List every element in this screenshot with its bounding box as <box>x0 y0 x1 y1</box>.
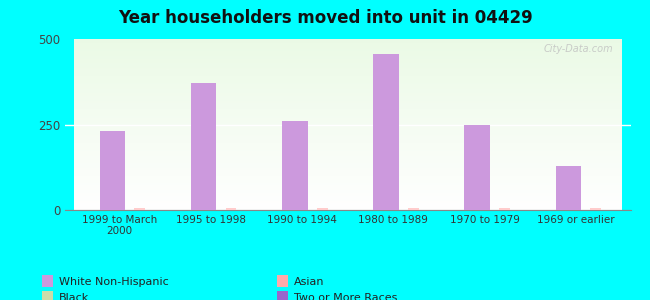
Text: City-Data.com: City-Data.com <box>544 44 614 54</box>
Bar <box>465 125 490 210</box>
Bar <box>99 131 125 210</box>
Bar <box>408 208 419 210</box>
Bar <box>590 208 601 210</box>
Legend: White Non-Hispanic, Black, American Indian and Alaska Native, Asian, Two or More: White Non-Hispanic, Black, American Indi… <box>42 275 397 300</box>
Text: Year householders moved into unit in 04429: Year householders moved into unit in 044… <box>118 9 532 27</box>
Bar <box>556 166 581 210</box>
Bar <box>317 208 328 210</box>
Bar <box>135 208 145 210</box>
Bar <box>373 54 399 210</box>
Bar <box>499 208 510 210</box>
Bar <box>282 121 307 210</box>
Bar <box>226 208 237 210</box>
Bar <box>191 83 216 210</box>
